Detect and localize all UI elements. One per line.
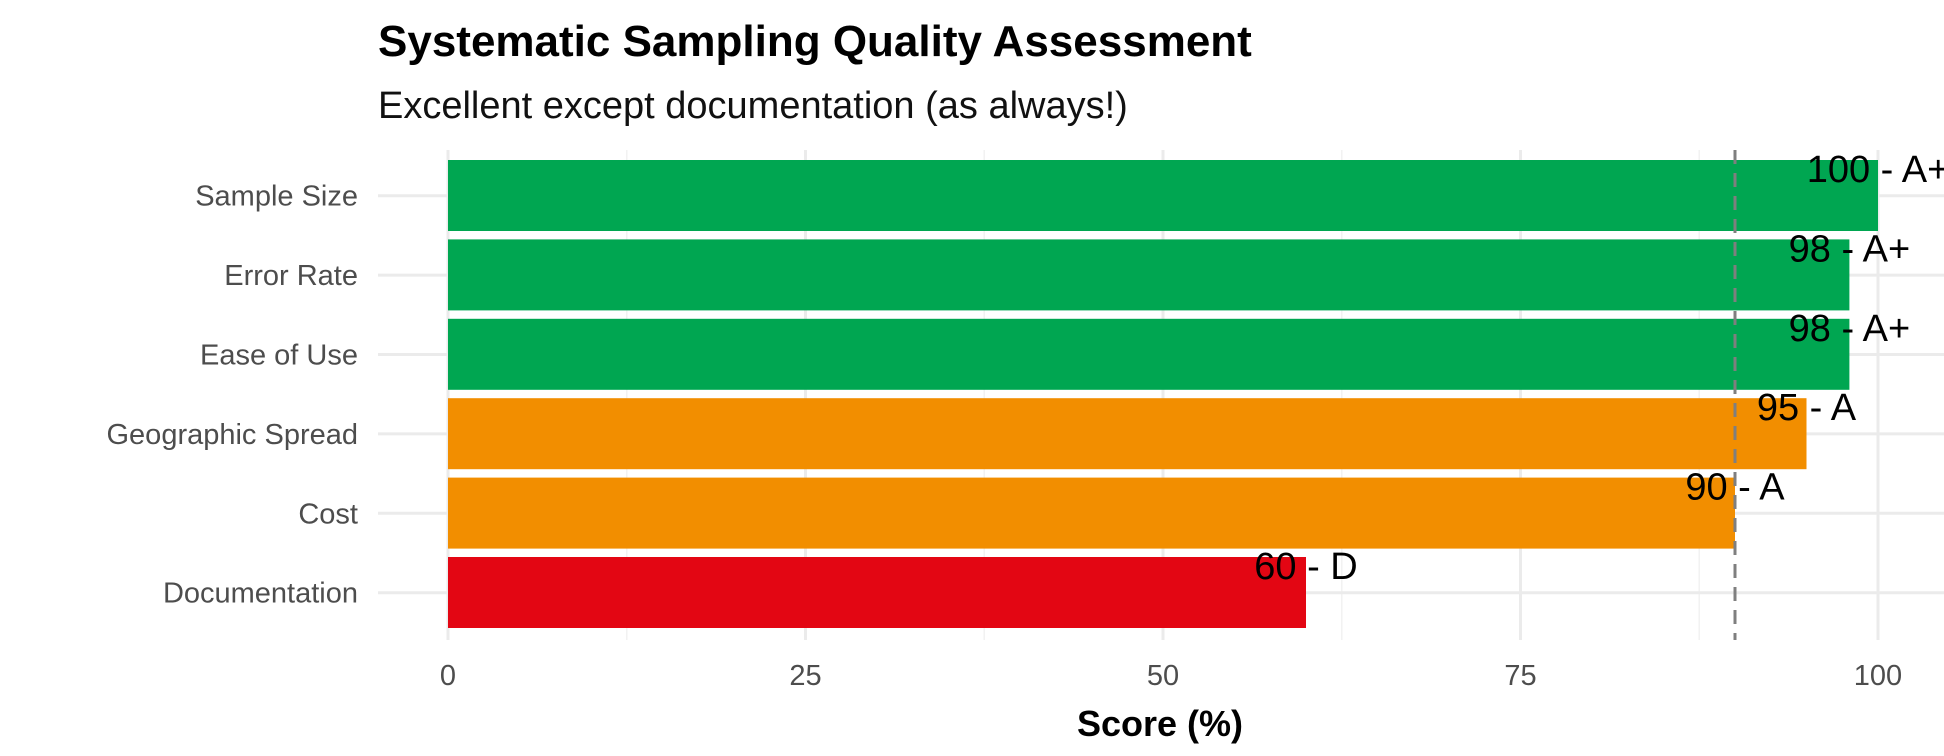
data-label: 100 - A+ [1807, 149, 1944, 191]
y-tick-label: Documentation [163, 578, 358, 610]
bar-cost [448, 477, 1735, 549]
chart-title: Systematic Sampling Quality Assessment [378, 17, 1252, 66]
y-tick-label: Ease of Use [200, 340, 358, 372]
y-tick-label: Error Rate [224, 260, 358, 292]
data-label: 90 - A [1685, 467, 1785, 509]
x-axis-ticks: 0 25 50 75 100 [440, 660, 1902, 692]
bar-ease-of-use [448, 318, 1850, 390]
x-tick-label: 100 [1854, 660, 1902, 692]
x-tick-label: 25 [789, 660, 821, 692]
y-tick-label: Cost [298, 498, 358, 530]
data-label: 60 - D [1254, 546, 1357, 588]
y-axis-ticks: Sample Size Error Rate Ease of Use Geograph… [107, 181, 359, 610]
bar-sample-size [448, 160, 1878, 231]
bars [448, 160, 1878, 628]
y-tick-label: Sample Size [195, 181, 358, 213]
x-tick-label: 50 [1147, 660, 1179, 692]
x-axis-label: Score (%) [1077, 703, 1243, 744]
y-tick-label: Geographic Spread [107, 419, 359, 451]
data-label: 98 - A+ [1789, 308, 1910, 350]
bar-geographic-spread [448, 398, 1807, 470]
x-tick-label: 0 [440, 660, 456, 692]
data-labels: 100 - A+ 98 - A+ 98 - A+ 95 - A 90 - A 60 - D [1254, 149, 1944, 588]
data-label: 98 - A+ [1789, 228, 1910, 270]
chart-subtitle: Excellent except documentation (as alway… [378, 85, 1128, 127]
bar-error-rate [448, 239, 1850, 311]
bar-documentation [448, 557, 1306, 628]
x-tick-label: 75 [1504, 660, 1536, 692]
data-label: 95 - A [1757, 387, 1857, 429]
